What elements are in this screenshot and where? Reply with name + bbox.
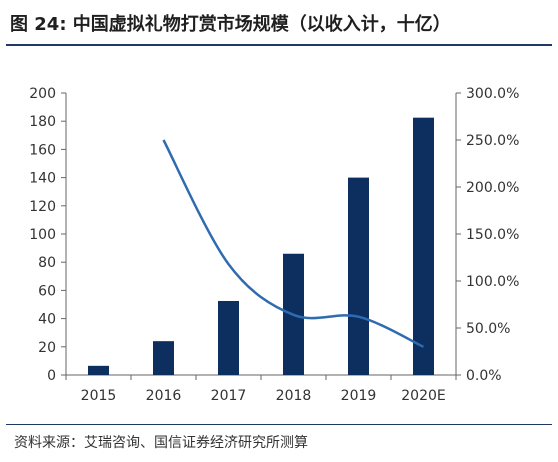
right-tick-label: 250.0%: [466, 133, 519, 149]
left-tick-label: 100: [29, 227, 56, 243]
left-tick-label: 200: [29, 86, 56, 102]
left-tick-label: 60: [38, 283, 56, 299]
left-tick-label: 40: [38, 312, 56, 328]
growth-line-group: [162, 139, 425, 348]
right-tick-label: 100.0%: [466, 274, 519, 290]
bar: [218, 300, 239, 375]
left-tick-label: 180: [29, 114, 56, 130]
source-note: 资料来源：艾瑞咨询、国信证券经济研究所测算: [14, 435, 308, 451]
right-tick-label: 0.0%: [466, 368, 502, 384]
market-size-chart: 0 20 40 60 80 100 120 140 160 180 200 0.0% 50.0% 100.…: [29, 86, 519, 404]
left-tick-label: 80: [38, 255, 56, 271]
right-tick-label: 200.0%: [466, 180, 519, 196]
bar: [413, 117, 434, 376]
bar: [348, 177, 369, 375]
x-category-label: 2017: [211, 388, 247, 404]
bar: [153, 341, 174, 375]
bars-group: [88, 117, 434, 376]
left-tick-label: 140: [29, 171, 56, 187]
left-tick-label: 20: [38, 340, 56, 356]
tick-labels-group: 0 20 40 60 80 100 120 140 160 180 200 0.0% 50.0% 100.…: [29, 86, 519, 404]
x-category-label: 2016: [146, 388, 182, 404]
chart-area: 0 20 40 60 80 100 120 140 160 180 200 0.0% 50.0% 100.…: [0, 60, 558, 420]
right-tick-label: 300.0%: [466, 86, 519, 102]
left-tick-label: 160: [29, 142, 56, 158]
x-category-label: 2015: [81, 388, 117, 404]
bottom-divider: [6, 424, 552, 425]
growth-rate-line: [162, 139, 425, 348]
right-tick-label: 50.0%: [466, 321, 510, 337]
left-tick-label: 120: [29, 199, 56, 215]
right-tick-label: 150.0%: [466, 227, 519, 243]
x-category-label: 2018: [276, 388, 312, 404]
left-tick-label: 0: [47, 368, 56, 384]
axes-group: [61, 92, 461, 380]
figure-title-bar: 图 24: 中国虚拟礼物打赏市场规模（以收入计，十亿）: [6, 6, 552, 46]
bar: [88, 365, 109, 375]
x-category-label: 2020E: [401, 388, 445, 404]
x-category-label: 2019: [341, 388, 377, 404]
figure-title: 图 24: 中国虚拟礼物打赏市场规模（以收入计，十亿）: [10, 14, 451, 35]
